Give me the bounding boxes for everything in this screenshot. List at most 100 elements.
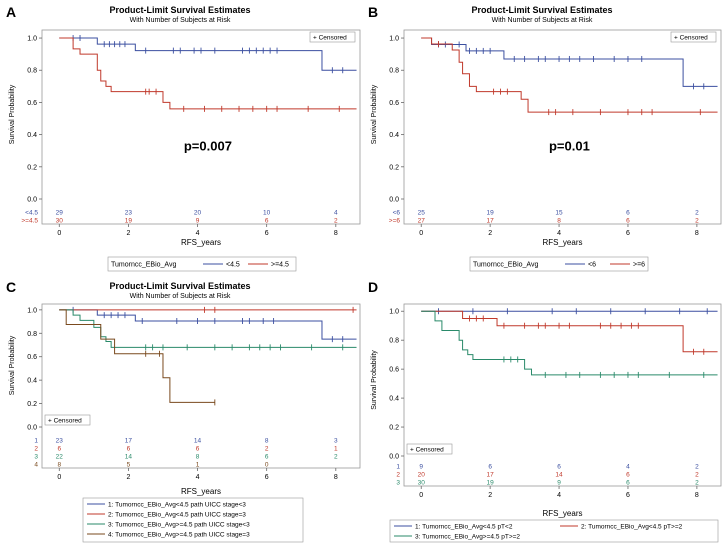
survival-curve-2 <box>421 310 718 353</box>
chart-subtitle: With Number of Subjects at Risk <box>492 17 593 24</box>
survival-curve-1 <box>421 37 718 87</box>
at-risk-value: 8 <box>57 462 61 469</box>
series-legend-title: Tumorncc_EBio_Avg <box>111 262 176 269</box>
at-risk-value: 2 <box>265 446 269 453</box>
y-tick-label: 0.8 <box>389 68 399 75</box>
x-tick-label: 6 <box>265 474 269 481</box>
y-tick-label: 0.4 <box>27 378 37 385</box>
series-legend-title: Tumorncc_EBio_Avg <box>473 262 538 269</box>
censored-legend-label: + Censored <box>48 418 82 425</box>
y-tick-label: 0.6 <box>389 100 399 107</box>
series-legend-box <box>389 519 719 543</box>
at-risk-row-label: >=4.5 <box>21 218 38 225</box>
at-risk-value: 14 <box>194 438 202 445</box>
at-risk-value: 6 <box>127 446 131 453</box>
plot-frame <box>41 303 361 469</box>
censored-legend-box <box>309 31 356 43</box>
censored-legend-label: + Censored <box>674 35 708 42</box>
at-risk-value: 6 <box>265 218 269 225</box>
at-risk-value: 22 <box>56 454 64 461</box>
y-tick-label: 0.2 <box>389 164 399 171</box>
x-tick-label: 6 <box>265 230 269 237</box>
x-tick-label: 2 <box>488 230 492 237</box>
y-tick-label: 0.8 <box>27 331 37 338</box>
x-tick-label: 0 <box>57 230 61 237</box>
at-risk-value: 6 <box>626 472 630 479</box>
y-tick-label: 1.0 <box>27 307 37 314</box>
y-tick-label: 1.0 <box>389 36 399 43</box>
series-legend-entry: >=6 <box>633 262 645 269</box>
series-legend-entry: 3: Tumorncc_EBio_Avg>=4.5 path UICC stag… <box>108 522 250 529</box>
at-risk-value: 10 <box>263 210 271 217</box>
at-risk-value: 1 <box>334 446 338 453</box>
x-tick-label: 8 <box>334 474 338 481</box>
y-tick-label: 0.0 <box>27 197 37 204</box>
x-tick-label: 2 <box>488 492 492 499</box>
at-risk-value: 17 <box>487 218 495 225</box>
series-legend-entry: 2: Tumorncc_EBio_Avg<4.5 path UICC stage… <box>108 512 246 519</box>
at-risk-value: 9 <box>419 464 423 471</box>
chart-title: Product-Limit Survival Estimates <box>109 5 250 15</box>
x-tick-label: 6 <box>626 492 630 499</box>
at-risk-row-label: >=6 <box>389 218 401 225</box>
y-axis-label: Survival Probability <box>9 335 16 395</box>
at-risk-value: 3 <box>334 438 338 445</box>
panel-letter-c: C <box>6 279 17 295</box>
at-risk-value: 6 <box>488 464 492 471</box>
x-tick-label: 4 <box>196 230 200 237</box>
survival-curve-3 <box>421 310 718 376</box>
x-tick-label: 0 <box>419 492 423 499</box>
plot-frame <box>41 29 361 225</box>
y-tick-label: 0.6 <box>27 100 37 107</box>
panel-letter-d: D <box>368 279 379 295</box>
at-risk-value: 23 <box>125 210 133 217</box>
x-axis-label: RFS_years <box>181 487 221 496</box>
x-tick-label: 4 <box>557 492 561 499</box>
p-value-annotation: p=0.007 <box>184 139 232 154</box>
y-tick-label: 1.0 <box>27 36 37 43</box>
at-risk-value: 30 <box>56 218 64 225</box>
at-risk-value: 6 <box>196 446 200 453</box>
survival-curve-2 <box>59 37 357 110</box>
series-legend-entry: >=4.5 <box>271 262 289 269</box>
x-tick-label: 0 <box>419 230 423 237</box>
survival-curve-1 <box>59 37 357 71</box>
x-tick-label: 8 <box>695 492 699 499</box>
p-value-annotation: p=0.01 <box>549 139 590 154</box>
series-legend-entry: <6 <box>588 262 596 269</box>
y-tick-label: 0.2 <box>27 164 37 171</box>
at-risk-value: 14 <box>555 472 563 479</box>
at-risk-value: 9 <box>557 480 561 487</box>
at-risk-value: 6 <box>626 218 630 225</box>
at-risk-value: 17 <box>487 472 495 479</box>
at-risk-value: 14 <box>125 454 133 461</box>
y-tick-label: 0.6 <box>389 367 399 374</box>
at-risk-value: 6 <box>57 446 61 453</box>
at-risk-value: 25 <box>418 210 426 217</box>
censored-legend-label: + Censored <box>410 447 444 454</box>
at-risk-value: 19 <box>125 218 133 225</box>
x-tick-label: 4 <box>196 474 200 481</box>
at-risk-row-label: 3 <box>396 480 400 487</box>
y-tick-label: 0.4 <box>27 132 37 139</box>
at-risk-value: 4 <box>626 464 630 471</box>
plot-frame <box>403 29 722 225</box>
at-risk-row-label: 4 <box>34 462 38 469</box>
survival-curve-1 <box>59 309 357 340</box>
at-risk-value: 8 <box>196 454 200 461</box>
x-tick-label: 8 <box>334 230 338 237</box>
at-risk-value: 2 <box>695 472 699 479</box>
at-risk-value: 6 <box>626 480 630 487</box>
at-risk-row-label: 2 <box>396 472 400 479</box>
panel-letter-b: B <box>368 4 379 20</box>
chart-title: Product-Limit Survival Estimates <box>471 5 612 15</box>
at-risk-value: 30 <box>418 480 426 487</box>
at-risk-value: 1 <box>196 462 200 469</box>
censored-legend-box <box>406 443 453 455</box>
at-risk-value: 8 <box>265 438 269 445</box>
chart-panel-d: 0.0 0.2 0.4 0.6 0.8 1.0 Survival Probability 0 2… <box>371 303 722 543</box>
y-tick-label: 0.8 <box>389 338 399 345</box>
censored-legend-box <box>44 414 91 426</box>
series-legend-box <box>469 256 649 272</box>
